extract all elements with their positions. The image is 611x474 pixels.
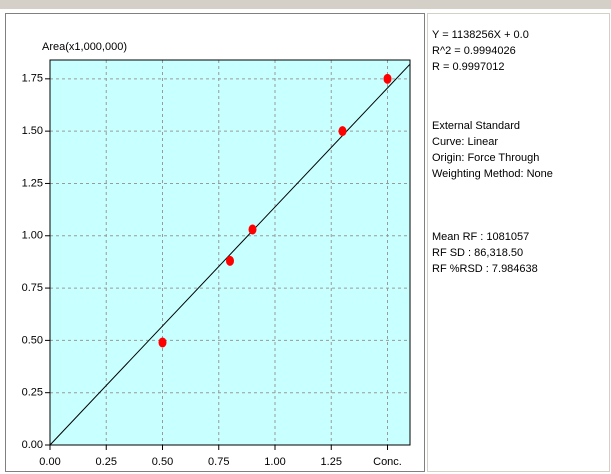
plot-frame — [49, 59, 411, 446]
x-tick-label: Conc. — [373, 456, 402, 468]
fit-line — [49, 63, 411, 446]
stats-text: External Standard — [432, 120, 520, 132]
y-axis-label: Area(x1,000,000) — [42, 41, 127, 53]
stats-text: Origin: Force Through — [432, 152, 539, 164]
stats-panel — [427, 13, 610, 472]
y-tick-label: 1.00 — [22, 230, 43, 242]
data-point — [338, 126, 347, 137]
x-tick-label: 0.75 — [208, 456, 229, 468]
y-tick-label: 0.00 — [22, 439, 43, 451]
data-point — [226, 255, 234, 266]
x-tick-label: 0.25 — [96, 456, 117, 468]
x-tick-label: 0.50 — [152, 456, 173, 468]
x-tick-label: 0.00 — [39, 456, 60, 468]
stats-text: R = 0.9997012 — [432, 61, 504, 73]
y-tick-label: 0.50 — [22, 334, 43, 346]
stats-text: Mean RF : 1081057 — [432, 231, 529, 243]
x-tick-label: 1.25 — [321, 456, 342, 468]
stats-text: Y = 1138256X + 0.0 — [432, 29, 529, 41]
y-tick-label: 1.25 — [22, 177, 43, 189]
y-tick-label: 1.50 — [22, 125, 43, 137]
data-point — [248, 224, 257, 235]
y-tick-label: 0.25 — [22, 387, 43, 399]
stats-text: R^2 = 0.9994026 — [432, 45, 516, 57]
y-tick-label: 0.75 — [22, 282, 43, 294]
stats-text: RF %RSD : 7.984638 — [432, 263, 538, 275]
data-point — [158, 337, 167, 348]
stats-text: Curve: Linear — [432, 136, 498, 148]
stats-text: Weighting Method: None — [432, 168, 553, 180]
top-bar — [0, 0, 611, 9]
data-point — [383, 73, 392, 84]
y-tick-label: 1.75 — [22, 73, 43, 85]
stats-text: RF SD : 86,318.50 — [432, 247, 523, 259]
x-tick-label: 1.00 — [264, 456, 285, 468]
